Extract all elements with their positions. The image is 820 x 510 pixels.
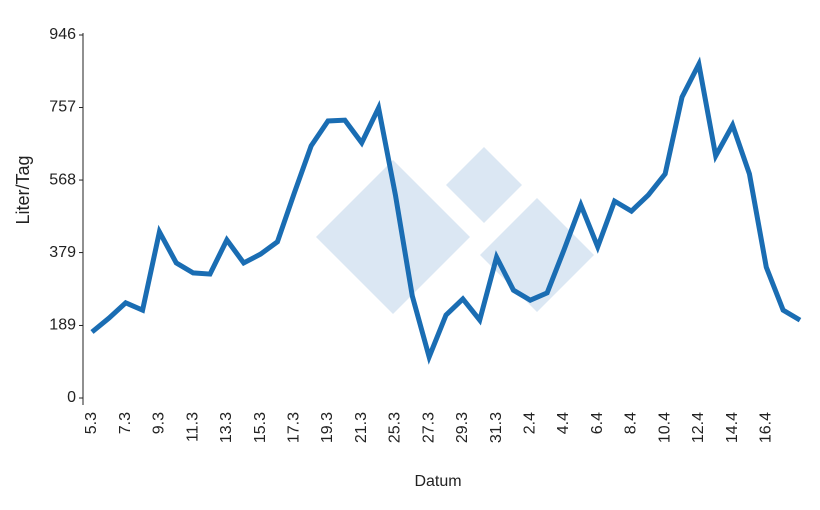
x-tick-label: 17.3 <box>286 412 303 443</box>
y-tick-label: 568 <box>49 171 76 188</box>
x-tick-label: 31.3 <box>488 412 505 443</box>
watermark <box>316 147 594 314</box>
x-tick-label: 7.3 <box>117 412 134 434</box>
x-tick-label: 19.3 <box>319 412 336 443</box>
y-axis-label: Liter/Tag <box>13 155 33 224</box>
x-tick-label: 8.4 <box>623 412 640 434</box>
x-tick-label: 12.4 <box>690 412 707 443</box>
x-axis-label: Datum <box>414 473 461 490</box>
x-tick-label: 2.4 <box>522 412 539 434</box>
y-tick-label: 946 <box>49 26 76 43</box>
x-tick-label: 16.4 <box>758 412 775 443</box>
x-tick-label: 11.3 <box>184 412 201 442</box>
x-tick-label: 14.4 <box>724 412 741 443</box>
data-line <box>90 56 802 365</box>
x-tick-label: 4.4 <box>555 412 572 434</box>
y-tick-label: 0 <box>67 389 76 406</box>
x-tick-label: 21.3 <box>353 412 370 443</box>
x-tick-label: 25.3 <box>387 412 404 443</box>
x-tick-label: 29.3 <box>454 412 471 443</box>
x-tick-label: 13.3 <box>218 412 235 443</box>
x-tick-label: 6.4 <box>589 412 606 434</box>
x-tick-label: 9.3 <box>151 412 168 434</box>
y-tick-label: 189 <box>49 317 76 334</box>
x-tick-label: 15.3 <box>252 412 269 443</box>
y-tick-label: 757 <box>49 99 76 116</box>
x-tick-label: 5.3 <box>83 412 100 434</box>
x-tick-label: 27.3 <box>420 412 437 443</box>
y-tick-label: 379 <box>49 244 76 261</box>
x-tick-label: 10.4 <box>656 412 673 443</box>
